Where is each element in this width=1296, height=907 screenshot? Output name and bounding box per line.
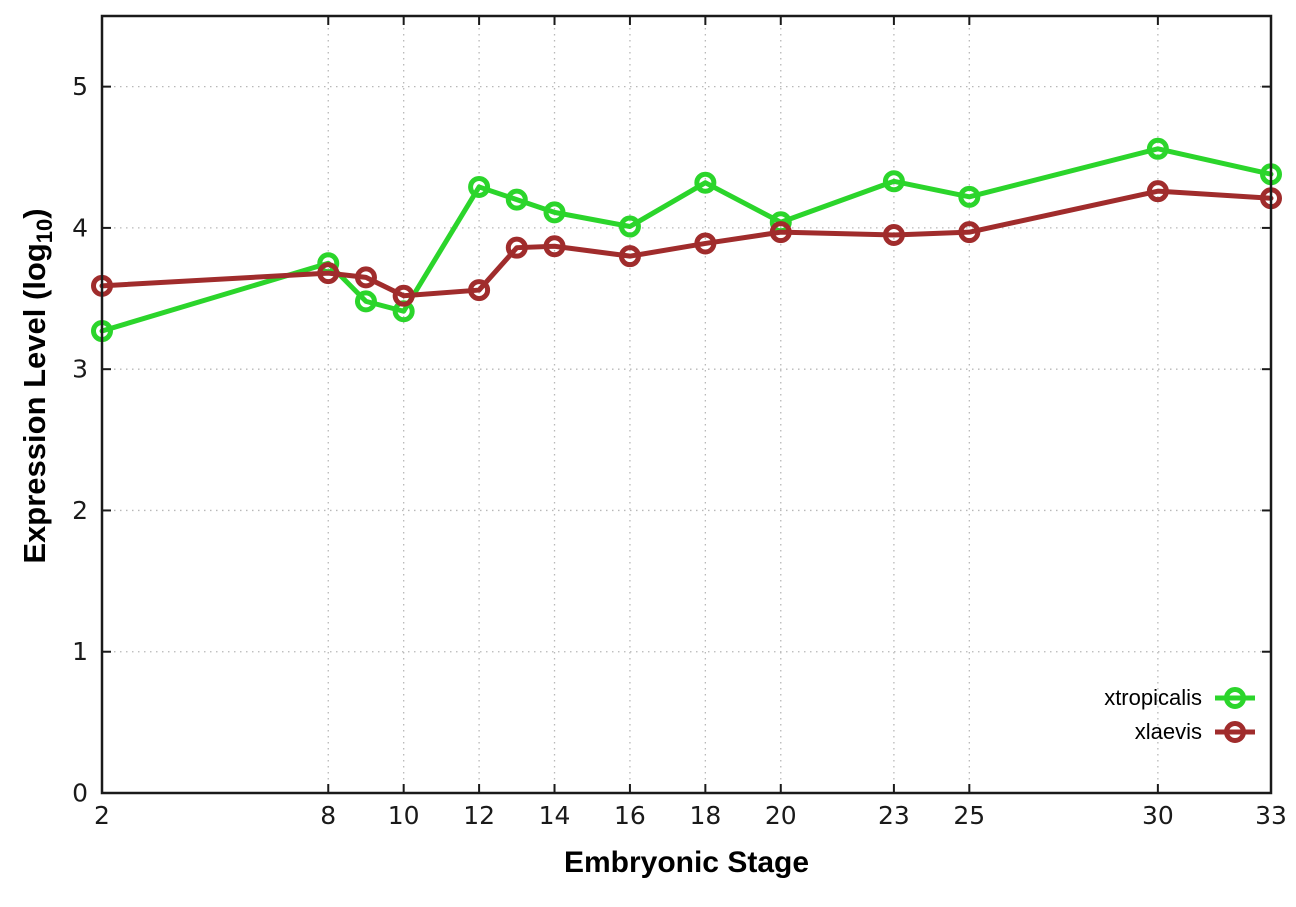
series-xlaevis-marker (468, 279, 491, 302)
series-xlaevis-marker (317, 262, 340, 285)
legend-item-xtropicalis: xtropicalis (1104, 684, 1256, 712)
series-xlaevis-marker (769, 221, 792, 244)
y-axis-title: Expression Level (log10) (17, 136, 59, 636)
x-tick-label: 33 (1255, 801, 1287, 830)
series-xtropicalis-line (99, 146, 1274, 334)
series-xlaevis-marker (1146, 180, 1169, 203)
series-xlaevis-marker (543, 235, 566, 258)
x-tick-label: 16 (614, 801, 646, 830)
x-tick-label: 25 (953, 801, 985, 830)
series-xtropicalis-marker (468, 175, 491, 198)
series-xlaevis-marker (958, 221, 981, 244)
x-tick-label: 2 (94, 801, 110, 830)
x-tick-label: 12 (463, 801, 495, 830)
y-tick-label: 0 (72, 779, 88, 808)
y-tick-label: 5 (72, 72, 88, 101)
series-xtropicalis-marker (618, 215, 641, 238)
series-xtropicalis-marker (694, 171, 717, 194)
series-xlaevis-marker (618, 245, 641, 268)
y-axis-title-end: ) (17, 208, 52, 219)
x-tick-label: 30 (1142, 801, 1174, 830)
x-tick-label: 20 (765, 801, 797, 830)
y-tick-label: 1 (72, 637, 88, 666)
series-xtropicalis-marker (543, 201, 566, 224)
series-xlaevis-marker (505, 236, 528, 259)
series-xlaevis-marker (392, 284, 415, 307)
x-tick-label: 18 (689, 801, 721, 830)
series-xtropicalis-marker (1146, 137, 1169, 160)
y-tick-label: 4 (72, 213, 88, 242)
series-xtropicalis-marker (882, 170, 905, 193)
legend-marker-icon (1215, 687, 1255, 709)
x-tick-label: 8 (320, 801, 336, 830)
legend-item-xlaevis: xlaevis (1104, 718, 1256, 746)
series-xtropicalis-marker (354, 290, 377, 313)
series-xtropicalis-marker (958, 185, 981, 208)
legend-label: xlaevis (1134, 719, 1202, 744)
y-axis-title-sub: 10 (32, 218, 57, 244)
y-tick-label: 2 (72, 496, 88, 525)
legend-marker-icon (1215, 721, 1255, 743)
y-axis-title-main: Expression Level (log (17, 243, 52, 564)
x-tick-label: 23 (878, 801, 910, 830)
series-xlaevis-marker (882, 223, 905, 246)
x-tick-label: 14 (539, 801, 571, 830)
plot-border (100, 14, 1273, 795)
x-tick-label: 10 (388, 801, 420, 830)
y-tick-label: 3 (72, 355, 88, 384)
x-axis-title: Embryonic Stage (563, 846, 810, 879)
series-xtropicalis-marker (505, 188, 528, 211)
legend: xtropicalis xlaevis (1104, 684, 1256, 746)
series-xlaevis-marker (354, 266, 377, 289)
series-xlaevis-marker (694, 232, 717, 255)
legend-label: xtropicalis (1104, 685, 1202, 710)
